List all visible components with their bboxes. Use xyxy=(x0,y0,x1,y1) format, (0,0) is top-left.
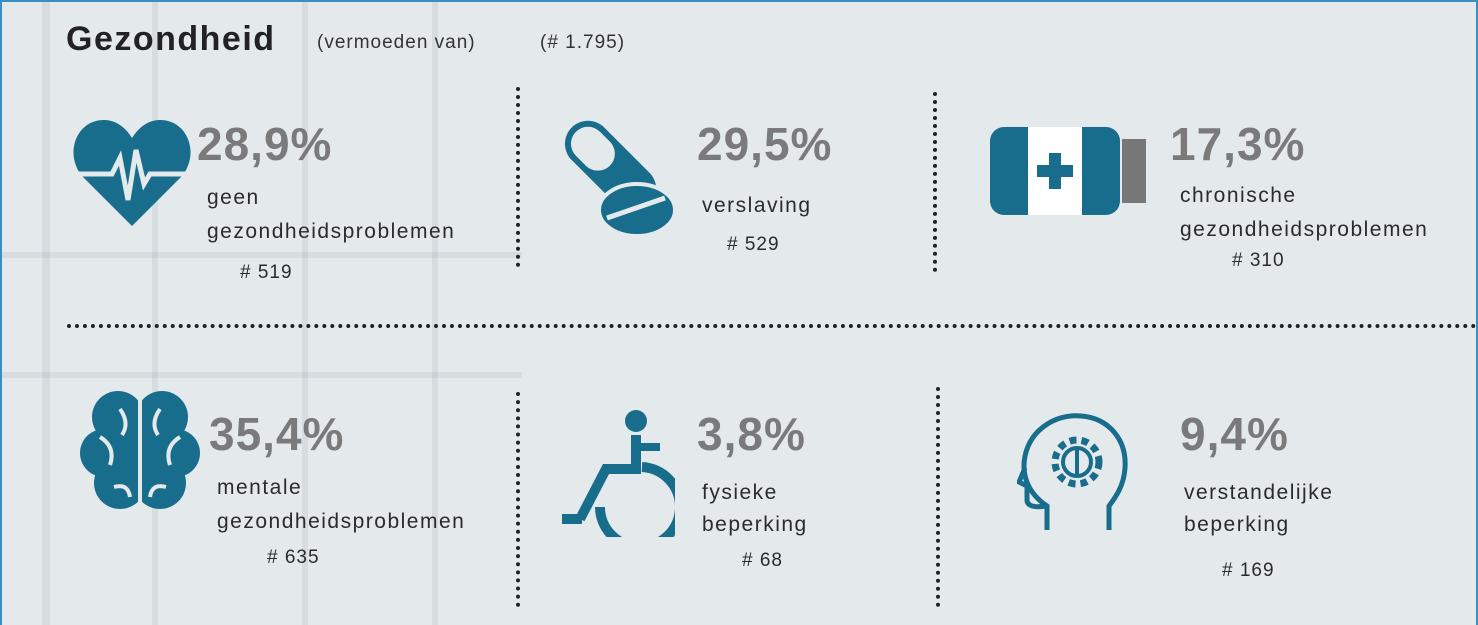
percentage: 3,8% xyxy=(697,408,806,460)
percentage: 9,4% xyxy=(1180,408,1289,460)
label: gezondheidsproblemen xyxy=(217,510,466,533)
pills-icon xyxy=(564,120,677,238)
separator xyxy=(67,324,1476,328)
percentage: 29,5% xyxy=(697,118,833,170)
label: beperking xyxy=(1184,513,1290,536)
count: # 635 xyxy=(267,547,320,568)
count: # 310 xyxy=(1232,250,1285,271)
label: geen xyxy=(207,186,260,209)
percentage: 35,4% xyxy=(209,408,345,460)
label: chronische xyxy=(1180,184,1297,207)
wheelchair-icon xyxy=(562,410,675,537)
background-texture xyxy=(2,372,522,378)
label: gezondheidsproblemen xyxy=(1180,218,1429,241)
total-count: (# 1.795) xyxy=(540,32,626,53)
label: gezondheidsproblemen xyxy=(207,220,456,243)
separator xyxy=(516,392,520,607)
background-texture xyxy=(42,2,50,625)
head-icon xyxy=(1017,413,1128,530)
title: Gezondheid xyxy=(66,20,276,58)
percentage: 28,9% xyxy=(197,118,333,170)
count: # 529 xyxy=(727,234,780,255)
count: # 169 xyxy=(1222,560,1275,581)
subtitle: (vermoeden van) xyxy=(317,32,476,53)
medical-icon xyxy=(990,127,1146,215)
background-texture xyxy=(152,2,158,625)
background-texture xyxy=(2,252,522,258)
separator xyxy=(936,387,940,607)
label: verstandelijke xyxy=(1184,481,1334,504)
brain-icon xyxy=(80,391,200,509)
background-texture xyxy=(432,2,438,625)
background-texture xyxy=(302,2,308,625)
separator xyxy=(933,92,937,272)
count: # 519 xyxy=(240,262,293,283)
label: verslaving xyxy=(702,194,812,217)
percentage: 17,3% xyxy=(1170,118,1306,170)
label: mentale xyxy=(217,476,303,499)
separator xyxy=(516,87,520,267)
count: # 68 xyxy=(742,550,783,571)
heart-icon xyxy=(73,120,191,226)
label: beperking xyxy=(702,513,808,536)
label: fysieke xyxy=(702,481,778,504)
